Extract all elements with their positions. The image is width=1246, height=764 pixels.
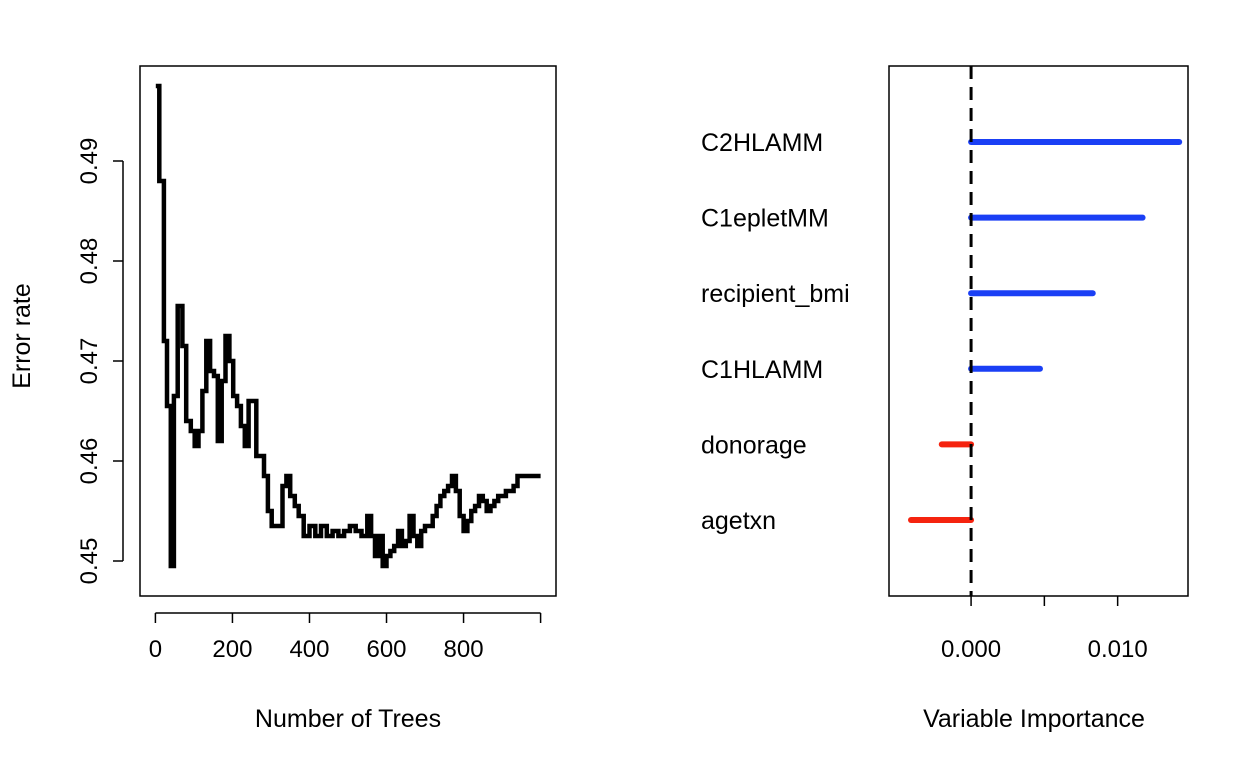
importance-bars xyxy=(907,139,1183,523)
y-tick-label: 0.45 xyxy=(76,538,103,585)
x-tick-label: 600 xyxy=(366,636,406,663)
x-axis-label-right: Variable Importance xyxy=(923,705,1145,733)
variable-label: C2HLAMM xyxy=(701,129,823,157)
plot-frame-left xyxy=(139,65,557,597)
y-tick-label: 0.49 xyxy=(76,138,103,185)
x-tick-label: 200 xyxy=(212,636,252,663)
error-rate-line xyxy=(155,83,541,569)
variable-label: recipient_bmi xyxy=(701,280,850,308)
error-rate-panel: 0 200 400 600 800 0.45 0.46 0.47 0.48 0.49 Numbe… xyxy=(8,65,557,733)
y-axis-label-left: Error rate xyxy=(8,283,36,389)
variable-labels: C2HLAMM C1epletMM recipient_bmi C1HLAMM dono… xyxy=(701,129,850,535)
y-tick-label: 0.46 xyxy=(76,438,103,485)
variable-label: C1HLAMM xyxy=(701,356,823,384)
variable-label: agetxn xyxy=(701,507,776,535)
x-tick-label: 800 xyxy=(444,636,484,663)
right-x-axis: 0.000 0.010 xyxy=(941,596,1148,663)
x-tick-label: 0.000 xyxy=(941,636,1001,663)
plot-frame-right xyxy=(888,65,1189,597)
left-x-axis: 0 200 400 600 800 xyxy=(149,612,542,663)
left-y-axis: 0.45 0.46 0.47 0.48 0.49 xyxy=(76,138,124,585)
y-tick-label: 0.47 xyxy=(76,338,103,385)
x-tick-label: 0 xyxy=(149,636,162,663)
x-tick-label: 0.010 xyxy=(1088,636,1148,663)
variable-label: donorage xyxy=(701,431,807,459)
x-tick-label: 400 xyxy=(289,636,329,663)
x-axis-label-left: Number of Trees xyxy=(255,705,441,733)
variable-label: C1epletMM xyxy=(701,205,829,233)
variable-importance-panel: 0.000 0.010 C2HLAMM C1epletMM recipient_bmi… xyxy=(701,65,1189,733)
y-tick-label: 0.48 xyxy=(76,238,103,285)
